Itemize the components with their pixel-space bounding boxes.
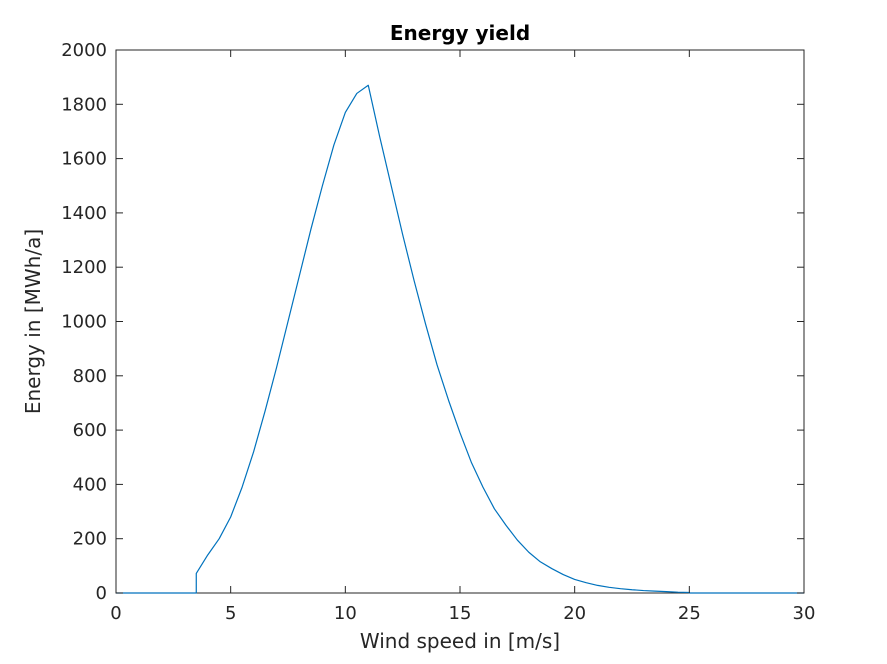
y-tick-label: 200 — [73, 529, 107, 550]
y-tick-label: 800 — [73, 366, 107, 387]
y-tick-label: 1400 — [61, 203, 107, 224]
x-axis-label: Wind speed in [m/s] — [360, 629, 560, 653]
y-tick-label: 1800 — [61, 94, 107, 115]
plot-area — [115, 49, 805, 594]
x-tick-label: 25 — [678, 603, 701, 624]
y-axis-ticks: 0 200 400 600 800 1000 1200 1400 1600 1800 2000 — [61, 40, 804, 604]
y-tick-label: 1200 — [61, 257, 107, 278]
x-tick-label: 15 — [449, 603, 472, 624]
x-tick-label: 10 — [334, 603, 357, 624]
x-tick-label: 30 — [793, 603, 816, 624]
x-tick-label: 0 — [110, 603, 121, 624]
chart-title: Energy yield — [390, 21, 530, 45]
y-tick-label: 1600 — [61, 149, 107, 170]
energy-yield-line — [116, 84, 804, 594]
y-tick-label: 600 — [73, 420, 107, 441]
x-tick-label: 20 — [563, 603, 586, 624]
x-tick-label: 5 — [225, 603, 236, 624]
y-tick-label: 0 — [96, 583, 107, 604]
y-tick-label: 2000 — [61, 40, 107, 61]
y-axis-label: Energy in [MWh/a] — [21, 229, 45, 414]
y-tick-label: 400 — [73, 474, 107, 495]
x-axis-ticks: 0 5 10 15 20 25 30 — [110, 50, 815, 624]
y-tick-label: 1000 — [61, 312, 107, 333]
axes-box — [115, 49, 805, 594]
